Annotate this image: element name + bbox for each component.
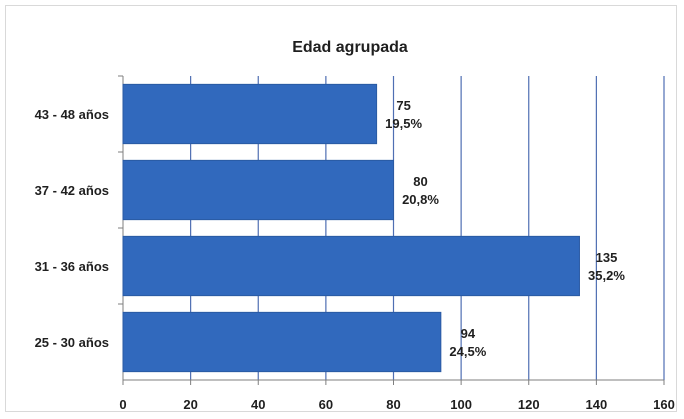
bar [122,235,580,297]
data-label-value: 135 [596,250,618,265]
data-label-value: 94 [461,326,476,341]
x-tick-label: 60 [319,397,333,412]
data-label-value: 80 [413,174,427,189]
x-tick-label: 80 [386,397,400,412]
x-tick-label: 120 [518,397,540,412]
bar [122,311,442,373]
y-category-label: 31 - 36 años [35,259,109,274]
x-tick-label: 100 [450,397,472,412]
data-label-percent: 35,2% [588,268,625,283]
data-label-percent: 20,8% [402,192,439,207]
bar [122,159,394,221]
bar [122,83,378,145]
data-label-percent: 24,5% [449,344,486,359]
plot-area: 0 20 40 60 80 100 120 140 160 43 - 48 años 75 19,5%… [35,75,675,412]
y-category-label: 25 - 30 años [35,335,109,350]
x-tick-label: 20 [183,397,197,412]
chart-title: Edad agrupada [292,39,408,56]
x-tick-label: 0 [119,397,126,412]
x-tick-label: 40 [251,397,265,412]
data-label-value: 75 [396,98,410,113]
y-category-label: 43 - 48 años [35,107,109,122]
x-tick-label: 140 [586,397,608,412]
x-tick-label: 160 [653,397,675,412]
data-label-percent: 19,5% [385,116,422,131]
y-category-label: 37 - 42 años [35,183,109,198]
